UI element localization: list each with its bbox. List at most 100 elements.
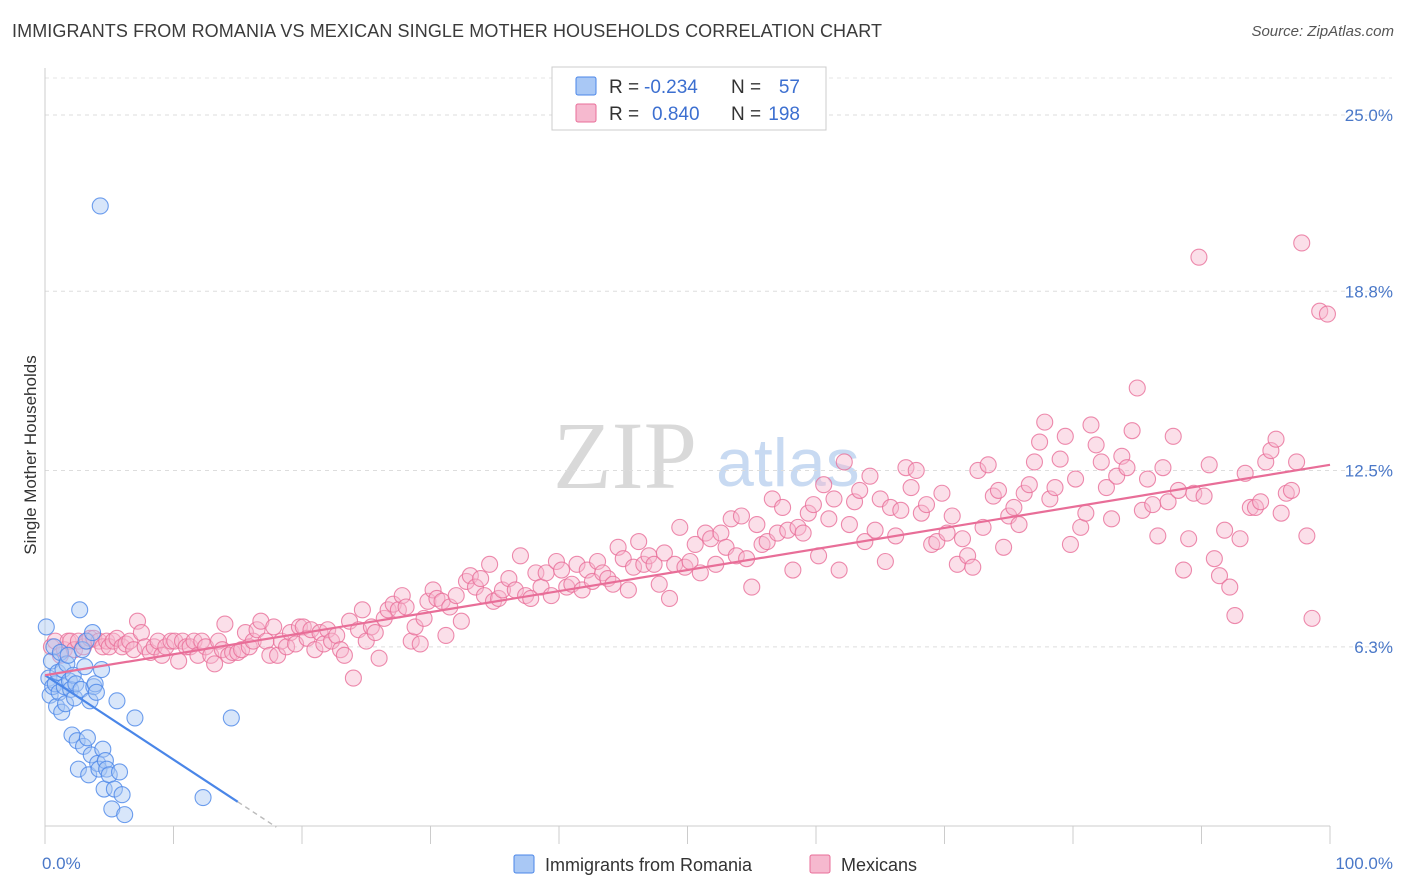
point-mexicans-238 xyxy=(1164,427,1182,445)
legend-n-romania: 57 xyxy=(779,77,800,98)
point-romania-56 xyxy=(222,709,240,727)
point-mexicans-17 xyxy=(108,629,126,647)
point-mexicans-105 xyxy=(481,555,499,573)
point-romania-30 xyxy=(77,632,95,650)
point-mexicans-41 xyxy=(206,655,224,673)
legend-box xyxy=(551,66,827,131)
point-mexicans-240 xyxy=(1174,561,1193,579)
point-romania-53 xyxy=(116,806,134,824)
point-mexicans-148 xyxy=(702,530,720,548)
bottom-legend-swatch-mexicans xyxy=(809,854,831,874)
point-mexicans-185 xyxy=(892,501,910,519)
series-legend: Immigrants from Romania Mexicans xyxy=(513,854,917,875)
point-mexicans-223 xyxy=(1087,436,1105,454)
point-mexicans-162 xyxy=(774,498,792,517)
trend-lines xyxy=(44,463,1331,828)
point-mexicans-118 xyxy=(547,552,565,571)
legend-n-label-romania: N = xyxy=(731,77,761,98)
point-mexicans-187 xyxy=(902,479,920,497)
trend-line-romania-extension xyxy=(237,801,277,828)
correlation-legend: R = -0.234 N = 57 R = 0.840 N = 198 xyxy=(551,66,827,131)
point-mexicans-182 xyxy=(876,552,894,571)
legend-n-label-mexicans: N = xyxy=(731,104,761,125)
point-mexicans-89 xyxy=(406,618,424,636)
tick-labels: 6.3% 12.5% 18.8% 25.0% 0.0% 100.0% xyxy=(42,106,1393,873)
point-mexicans-142 xyxy=(671,518,689,536)
point-romania-25 xyxy=(71,601,89,619)
point-mexicans-259 xyxy=(1272,504,1290,522)
point-mexicans-32 xyxy=(170,652,188,670)
point-mexicans-245 xyxy=(1200,456,1218,474)
x-tick-label-0: 0.0% xyxy=(42,854,81,873)
y-axis-label: Single Mother Households xyxy=(21,355,40,554)
legend-swatch-mexicans xyxy=(575,103,597,123)
point-mexicans-225 xyxy=(1097,479,1115,497)
point-mexicans-164 xyxy=(784,561,802,579)
point-mexicans-197 xyxy=(953,530,972,548)
point-mexicans-258 xyxy=(1267,430,1285,448)
point-mexicans-241 xyxy=(1180,530,1198,548)
point-mexicans-261 xyxy=(1282,481,1300,499)
point-mexicans-230 xyxy=(1123,422,1141,440)
trend-line-romania xyxy=(44,674,239,803)
point-mexicans-221 xyxy=(1077,504,1095,522)
legend-r-romania: -0.234 xyxy=(644,77,698,98)
point-mexicans-226 xyxy=(1103,510,1121,528)
point-mexicans-255 xyxy=(1252,493,1270,511)
point-mexicans-161 xyxy=(768,524,787,542)
bottom-legend-mexicans: Mexicans xyxy=(841,855,917,875)
point-mexicans-195 xyxy=(943,507,961,525)
point-mexicans-262 xyxy=(1288,453,1306,471)
point-mexicans-244 xyxy=(1195,487,1213,505)
chart-title: IMMIGRANTS FROM ROMANIA VS MEXICAN SINGL… xyxy=(12,21,883,41)
point-mexicans-87 xyxy=(397,598,415,616)
point-mexicans-177 xyxy=(851,481,869,499)
point-mexicans-57 xyxy=(269,646,287,664)
point-romania-50 xyxy=(108,692,126,710)
point-romania-55 xyxy=(194,789,212,807)
point-mexicans-199 xyxy=(964,558,982,576)
point-mexicans-179 xyxy=(861,467,879,485)
bottom-legend-romania: Immigrants from Romania xyxy=(545,855,753,875)
point-mexicans-248 xyxy=(1216,521,1234,539)
point-romania-52 xyxy=(113,786,131,804)
point-mexicans-267 xyxy=(1318,305,1336,323)
point-mexicans-44 xyxy=(216,615,234,633)
point-mexicans-235 xyxy=(1149,527,1167,545)
point-mexicans-229 xyxy=(1118,459,1136,477)
point-romania-32 xyxy=(80,766,98,784)
point-mexicans-207 xyxy=(1005,498,1023,517)
point-romania-35 xyxy=(83,624,102,642)
point-mexicans-260 xyxy=(1277,484,1295,502)
point-romania-37 xyxy=(86,675,104,693)
point-mexicans-71 xyxy=(328,626,346,644)
point-mexicans-202 xyxy=(979,456,997,474)
point-mexicans-133 xyxy=(624,558,643,576)
y-tick-label-2: 18.8% xyxy=(1345,282,1393,301)
point-romania-33 xyxy=(81,692,99,710)
point-mexicans-158 xyxy=(753,535,771,553)
point-mexicans-99 xyxy=(452,612,470,630)
point-romania-24 xyxy=(69,760,87,778)
point-mexicans-98 xyxy=(447,587,465,605)
point-mexicans-54 xyxy=(257,632,275,650)
point-mexicans-94 xyxy=(428,589,446,608)
y-tick-label-0: 6.3% xyxy=(1354,638,1393,657)
point-mexicans-250 xyxy=(1226,606,1244,625)
point-mexicans-243 xyxy=(1190,248,1208,266)
y-tick-label-1: 12.5% xyxy=(1345,461,1393,480)
point-mexicans-93 xyxy=(424,581,442,599)
point-mexicans-180 xyxy=(866,521,884,539)
point-mexicans-135 xyxy=(635,555,653,573)
point-mexicans-189 xyxy=(912,504,930,522)
point-mexicans-145 xyxy=(686,535,704,553)
point-mexicans-220 xyxy=(1072,518,1090,536)
point-mexicans-167 xyxy=(799,504,817,522)
point-mexicans-218 xyxy=(1061,535,1079,553)
point-mexicans-216 xyxy=(1051,450,1069,468)
point-mexicans-117 xyxy=(542,587,560,605)
point-mexicans-171 xyxy=(820,510,838,528)
point-mexicans-233 xyxy=(1138,470,1157,488)
point-romania-0 xyxy=(37,618,55,636)
